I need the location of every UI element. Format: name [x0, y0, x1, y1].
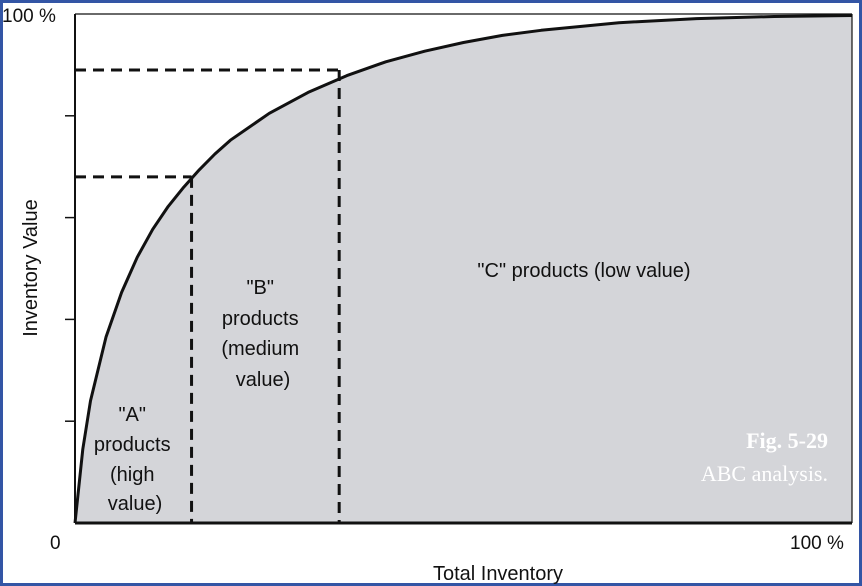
y-axis-label: Inventory Value — [20, 199, 42, 337]
region-b-line: products — [222, 308, 299, 330]
region-a-line: "A" — [118, 404, 146, 426]
x-axis-label: Total Inventory — [433, 563, 563, 585]
region-b-line: "B" — [246, 277, 274, 299]
y-tick-label-max: 100 % — [2, 6, 56, 27]
region-a-line: value) — [108, 493, 162, 515]
region-a-line: (high — [110, 464, 154, 486]
region-b-line: (medium — [221, 338, 299, 360]
region-b-label: "B" products (medium value) — [221, 277, 304, 391]
area-fill — [75, 15, 852, 523]
x-tick-label-min: 0 — [50, 533, 61, 554]
region-a-label: "A" products (high value) — [94, 404, 176, 515]
cumulative-value-curve — [73, 14, 853, 524]
region-a-line: products — [94, 434, 171, 456]
x-tick-label-max: 100 % — [790, 533, 844, 554]
figure-number: Fig. 5-29 — [746, 428, 828, 453]
region-b-line: value) — [236, 369, 290, 391]
marks-layer — [65, 13, 853, 525]
region-c-label: "C" products (low value) — [477, 260, 690, 282]
fill-layer — [75, 15, 852, 523]
figure-caption: ABC analysis. — [701, 461, 828, 486]
